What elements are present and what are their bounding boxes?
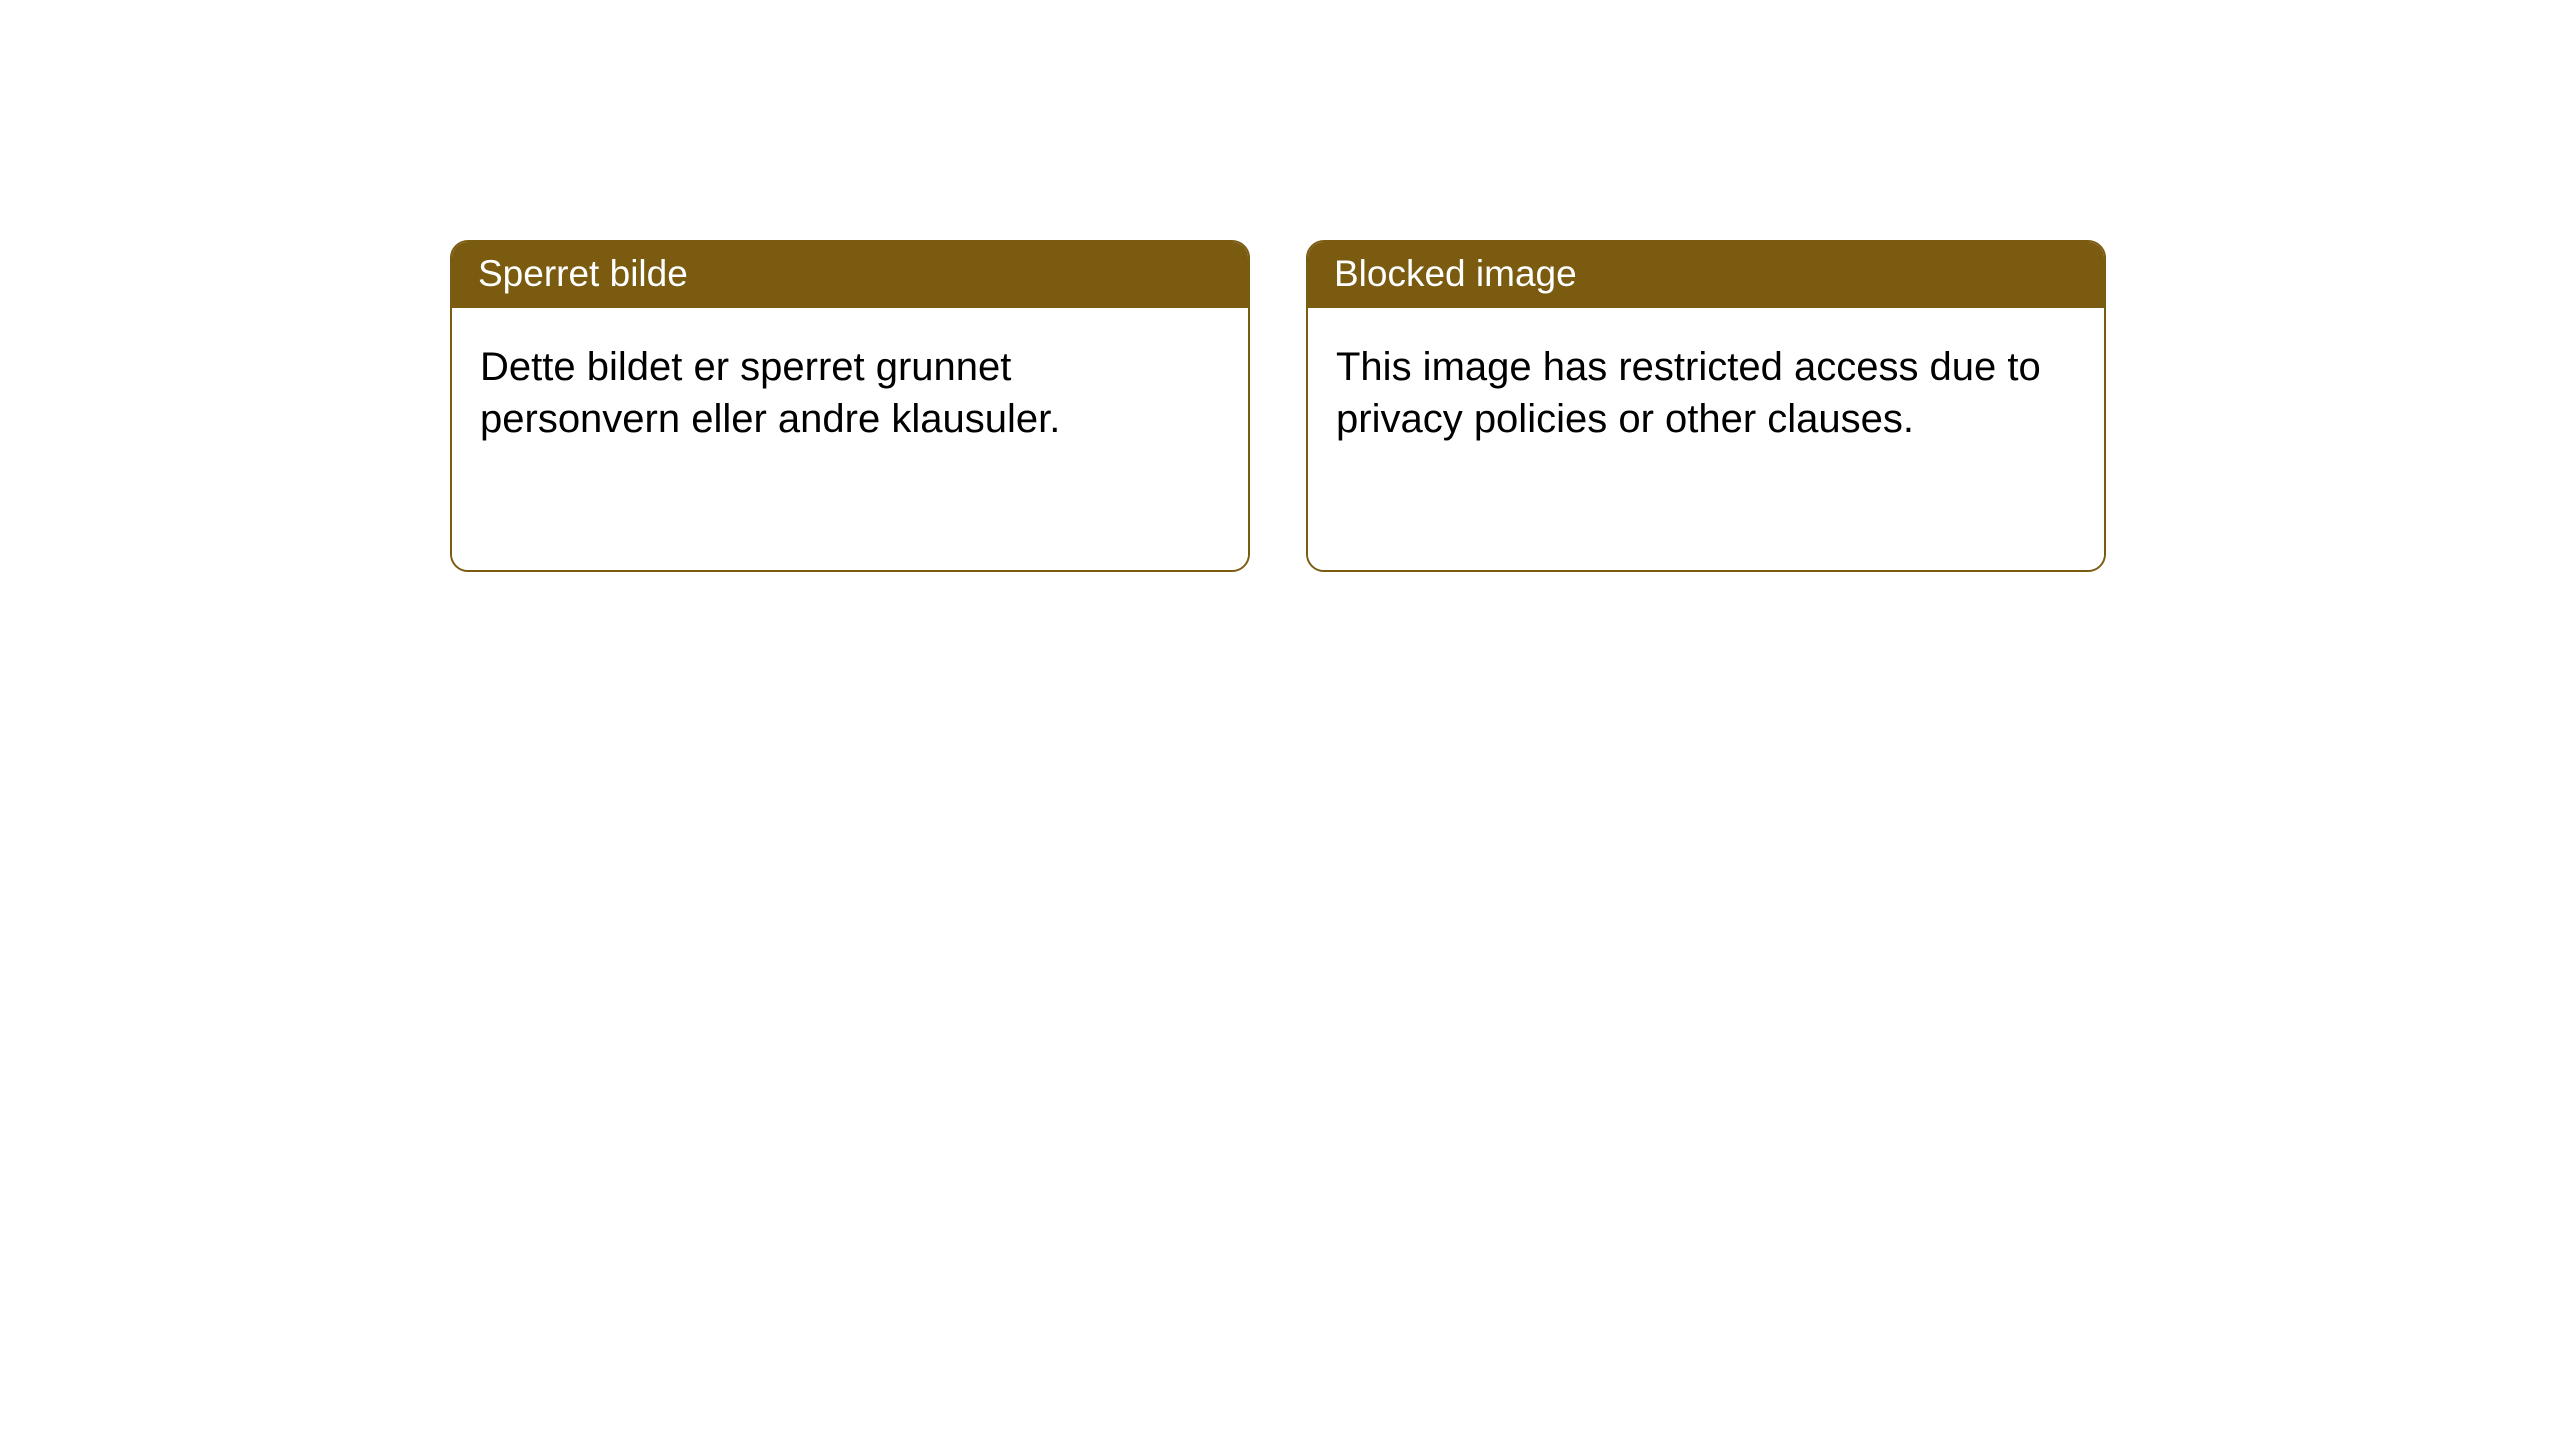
notice-header-norwegian: Sperret bilde	[452, 242, 1248, 308]
notice-body-norwegian: Dette bildet er sperret grunnet personve…	[452, 308, 1248, 570]
notice-container: Sperret bilde Dette bildet er sperret gr…	[0, 0, 2560, 572]
notice-box-norwegian: Sperret bilde Dette bildet er sperret gr…	[450, 240, 1250, 572]
notice-box-english: Blocked image This image has restricted …	[1306, 240, 2106, 572]
notice-body-english: This image has restricted access due to …	[1308, 308, 2104, 570]
notice-header-english: Blocked image	[1308, 242, 2104, 308]
